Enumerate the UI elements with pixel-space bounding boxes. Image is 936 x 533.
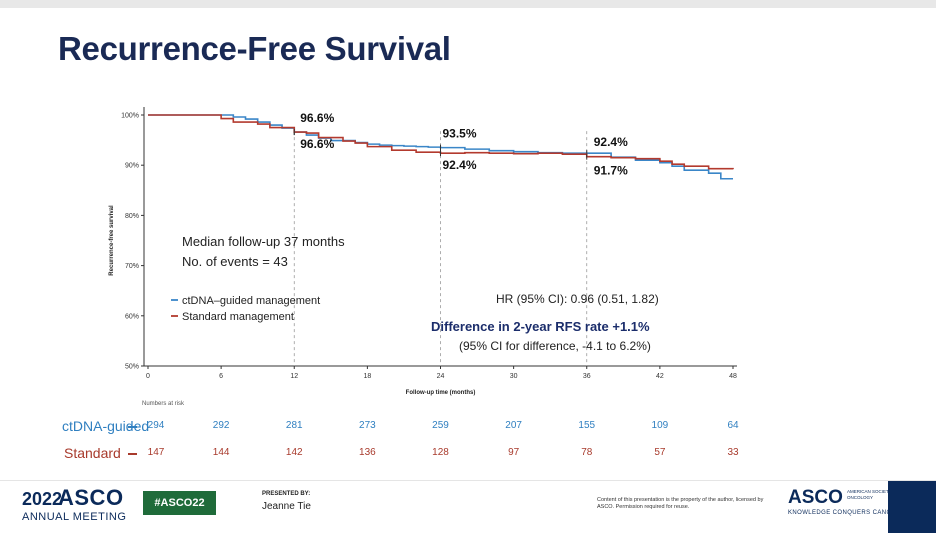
events-text: No. of events = 43 bbox=[182, 254, 288, 269]
x-tick-label: 36 bbox=[583, 373, 591, 380]
risk-value: 64 bbox=[727, 420, 739, 431]
y-axis-label: Recurrence-free survival bbox=[109, 205, 115, 276]
risk-value: 292 bbox=[212, 420, 230, 431]
risk-value: 142 bbox=[285, 447, 303, 458]
x-tick-label: 0 bbox=[146, 373, 150, 380]
y-tick-label: 100% bbox=[121, 113, 139, 120]
data-label: 92.4% bbox=[594, 135, 628, 149]
risk-value: 97 bbox=[508, 447, 520, 458]
median-followup-text: Median follow-up 37 months bbox=[182, 234, 345, 249]
footer: 2022 ASCO ANNUAL MEETING #ASCO22 PRESENT… bbox=[0, 480, 936, 533]
x-tick-label: 6 bbox=[219, 373, 223, 380]
series-line-standard bbox=[148, 114, 734, 170]
x-axis-label: Follow-up time (months) bbox=[406, 390, 476, 396]
footer-side-bar bbox=[888, 481, 936, 533]
data-label: 93.5% bbox=[443, 127, 477, 141]
y-tick-label: 70% bbox=[125, 263, 139, 270]
presenter-name: Jeanne Tie bbox=[262, 501, 311, 512]
legend-ctdna: ctDNA–guided management bbox=[182, 295, 320, 307]
top-bar bbox=[0, 0, 936, 8]
risk-value: 57 bbox=[654, 447, 666, 458]
risk-value: 273 bbox=[359, 420, 376, 431]
risk-label-ctdna: ctDNA-guided bbox=[62, 418, 150, 434]
risk-dash-standard bbox=[128, 453, 137, 455]
footer-meeting: ANNUAL MEETING bbox=[22, 511, 127, 523]
data-label: 91.7% bbox=[594, 164, 628, 178]
difference-ci-text: (95% CI for difference, -4.1 to 6.2%) bbox=[459, 339, 651, 353]
data-label: 96.6% bbox=[300, 137, 334, 151]
x-tick-label: 42 bbox=[656, 373, 664, 380]
risk-value: 294 bbox=[147, 420, 165, 431]
y-tick-label: 90% bbox=[125, 163, 139, 170]
asco-logo: ASCO bbox=[788, 487, 843, 508]
hashtag-badge: #ASCO22 bbox=[143, 491, 216, 515]
risk-value: 128 bbox=[432, 447, 449, 458]
km-chart: 50% 60% 70% 80% 90% 100% 0 6 12 18 24 30 36 42 48 Follo… bbox=[109, 107, 737, 396]
y-tick-label: 50% bbox=[125, 364, 139, 371]
risk-dash-ctdna bbox=[128, 426, 137, 428]
risk-value: 144 bbox=[212, 447, 230, 458]
footer-year: 2022 bbox=[22, 489, 63, 509]
y-tick-label: 80% bbox=[125, 213, 139, 220]
footer-asco: ASCO bbox=[58, 485, 124, 510]
x-tick-label: 12 bbox=[290, 373, 298, 380]
risk-value: 147 bbox=[147, 447, 165, 458]
legal-notice: Content of this presentation is the prop… bbox=[597, 497, 764, 510]
risk-value: 78 bbox=[581, 447, 593, 458]
risk-value: 259 bbox=[432, 420, 449, 431]
presented-by-label: PRESENTED BY: bbox=[262, 491, 311, 497]
tagline: KNOWLEDGE CONQUERS CANCER bbox=[788, 510, 901, 516]
hr-text: HR (95% CI): 0.96 (0.51, 1.82) bbox=[496, 292, 659, 306]
risk-value: 155 bbox=[578, 420, 596, 431]
x-tick-label: 18 bbox=[363, 373, 371, 380]
x-tick-label: 30 bbox=[510, 373, 518, 380]
legend-standard: Standard management bbox=[182, 311, 294, 323]
difference-text: Difference in 2-year RFS rate +1.1% bbox=[431, 319, 650, 334]
series-line-ctdna bbox=[148, 114, 733, 180]
society-name: AMERICAN SOCIETY OF CLINICAL ONCOLOGY bbox=[847, 489, 921, 500]
slide-title: Recurrence-Free Survival bbox=[58, 30, 451, 67]
y-tick-label: 60% bbox=[125, 313, 139, 320]
risk-value: 33 bbox=[727, 447, 739, 458]
x-tick-label: 48 bbox=[729, 373, 737, 380]
risk-value: 207 bbox=[505, 420, 522, 431]
risk-value: 136 bbox=[359, 447, 376, 458]
risk-value: 109 bbox=[651, 420, 669, 431]
risk-label-standard: Standard bbox=[64, 445, 121, 461]
risk-value: 281 bbox=[285, 420, 303, 431]
data-label: 92.4% bbox=[443, 158, 477, 172]
x-tick-label: 24 bbox=[437, 373, 445, 380]
risk-table-header: Numbers at risk bbox=[142, 401, 185, 407]
data-label: 96.6% bbox=[300, 111, 334, 125]
